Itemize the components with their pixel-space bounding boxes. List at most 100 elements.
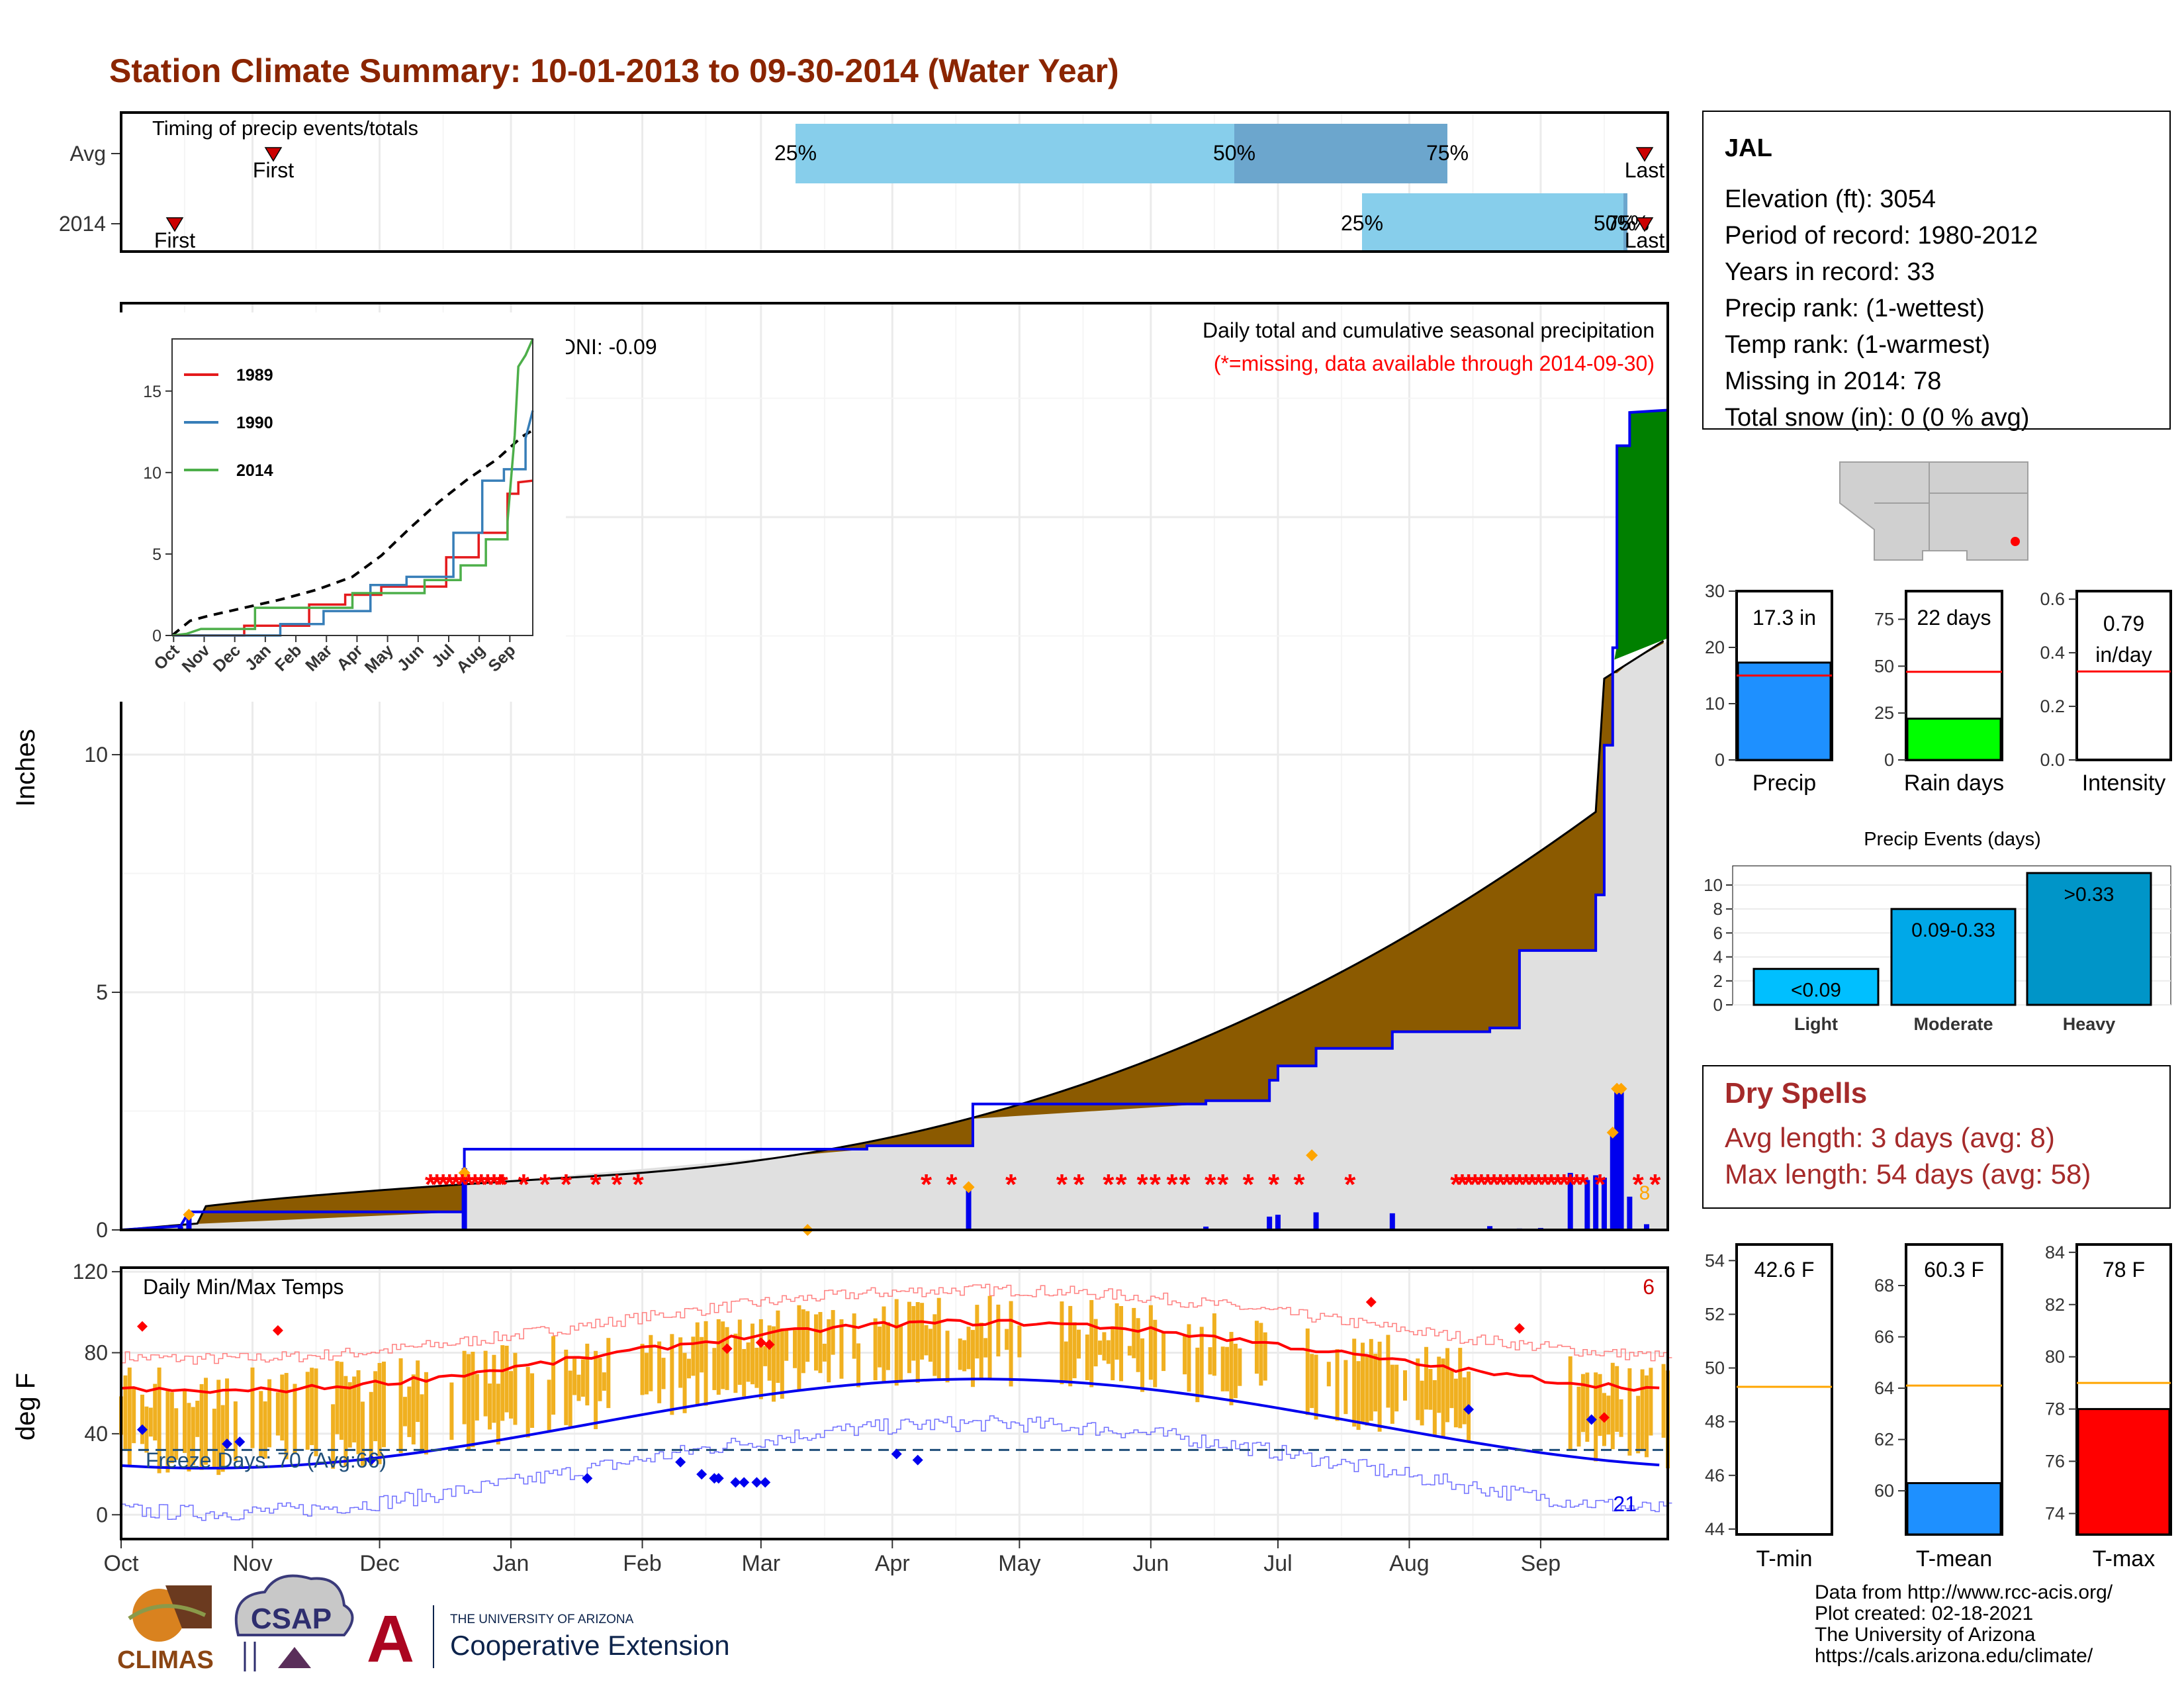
temp-bar-y-tick: 80 (2045, 1347, 2065, 1367)
record-low-marker (760, 1477, 771, 1488)
missing-asterisk: * (1577, 1168, 1589, 1201)
daily-temp-bar (805, 1311, 810, 1362)
summary-y-tick: 20 (1705, 637, 1725, 657)
summary-bar-frame (2075, 590, 2172, 761)
daily-temp-bar (911, 1306, 916, 1361)
missing-asterisk: * (1268, 1168, 1280, 1201)
missing-note: (*=missing, data available through 2014-… (1214, 352, 1655, 375)
missing-asterisk: * (1450, 1168, 1462, 1201)
daily-temp-bar (165, 1390, 170, 1473)
daily-temp-bar (1627, 1368, 1632, 1456)
ua-mark: A (367, 1602, 414, 1676)
avg-first-label: First (253, 158, 294, 182)
summary-panels: JAL Elevation (ft): 3054 Period of record:… (1702, 111, 2172, 1571)
y-tick-label: 0 (96, 1503, 108, 1526)
daily-temp-bar (899, 1325, 903, 1382)
csap-cloud (234, 1574, 354, 1636)
avg-p25: 25% (774, 141, 817, 165)
intensity-diamond (1306, 1149, 1318, 1162)
daily-temp-bar (793, 1330, 797, 1368)
record-min-line (121, 1415, 1672, 1521)
legend-label: 1990 (236, 414, 273, 432)
daily-temp-bar (1580, 1374, 1585, 1432)
summary-y-tick: 0.2 (2040, 696, 2065, 716)
temp-bar-fill (1906, 1481, 2002, 1536)
daily-temp-bar (585, 1343, 590, 1406)
daily-temp-bar (284, 1373, 289, 1460)
daily-temp-bar (936, 1297, 941, 1380)
avg-p50: 50% (1213, 141, 1255, 165)
y-tick-label: 5 (96, 980, 108, 1004)
missing-asterisk: * (1166, 1168, 1178, 1201)
daily-temp-bar (920, 1303, 925, 1360)
ua-logo: A THE UNIVERSITY OF ARIZONA Cooperative Ex… (364, 1602, 730, 1676)
daily-temp-bar (220, 1405, 225, 1472)
y-axis-label: deg F (11, 1373, 40, 1440)
daily-temp-bar (424, 1372, 428, 1455)
daily-temp-bar (1102, 1332, 1107, 1361)
y2014-bar-25-50 (1362, 193, 1623, 252)
temp-bar-y-tick: 84 (2045, 1243, 2065, 1262)
daily-temp-bar (751, 1323, 755, 1385)
x-tick-label: Jul (1263, 1551, 1292, 1576)
daily-temp-bar (928, 1329, 933, 1362)
daily-temp-bar (127, 1367, 132, 1467)
temp-bar-value: 60.3 F (1924, 1258, 1984, 1282)
daily-temp-bar (191, 1407, 195, 1466)
missing-asterisk: * (463, 1168, 475, 1201)
summary-y-tick: 0.6 (2040, 589, 2065, 609)
daily-temp-bar (1606, 1395, 1611, 1435)
temp-bar-label: T-max (2093, 1546, 2155, 1571)
daily-temp-bar (784, 1330, 789, 1361)
daily-temp-bar (467, 1354, 471, 1451)
missing-asterisk: * (1527, 1168, 1539, 1201)
daily-temp-bar (966, 1327, 971, 1370)
missing-asterisk: * (1649, 1168, 1661, 1201)
temp-bar-value: 42.6 F (1754, 1258, 1815, 1282)
daily-temp-bar (801, 1309, 805, 1374)
station-info-line: Years in record: 33 (1725, 258, 1935, 286)
precip-events-y-tick: 10 (1704, 875, 1723, 895)
missing-asterisk: * (450, 1168, 462, 1201)
station-info-line: Temp rank: (1-warmest) (1725, 331, 1990, 359)
normal-min-line (120, 1378, 1660, 1470)
daily-temp-bar (1187, 1324, 1191, 1392)
daily-temp-bar (564, 1349, 569, 1425)
daily-precip-bar (461, 1168, 467, 1230)
daily-temp-bar (1208, 1347, 1212, 1375)
daily-temp-bar (886, 1322, 890, 1370)
precip-event-bar (1890, 908, 2017, 1006)
precip-event-category: Moderate (1913, 1014, 1993, 1034)
record-low-marker (222, 1438, 233, 1450)
daily-temp-bar (275, 1392, 280, 1436)
daily-precip-bar (1618, 1092, 1624, 1230)
daily-temp-bar (183, 1389, 187, 1453)
daily-temp-bar (704, 1321, 708, 1406)
record-low-marker (739, 1477, 750, 1488)
daily-temp-bar (797, 1305, 801, 1391)
daily-temp-bar (153, 1383, 158, 1441)
temp-bar-y-tick: 60 (1874, 1481, 1894, 1501)
dry-spells-title: Dry Spells (1725, 1077, 1867, 1109)
precip-events-y-tick: 0 (1713, 995, 1723, 1015)
daily-temp-bar (945, 1331, 950, 1383)
climas-logo: CLIMAS (117, 1585, 214, 1674)
daily-temp-bar (314, 1368, 318, 1456)
missing-asterisk: * (437, 1168, 449, 1201)
precip-events-title: Precip Events (days) (1864, 829, 2041, 850)
daily-temp-bar (1161, 1332, 1166, 1372)
daily-temp-bar (1326, 1362, 1331, 1387)
oni-label: ONI: -0.09 (559, 335, 657, 359)
y-tick-label: 10 (84, 743, 108, 767)
cold-count: 21 (1613, 1492, 1637, 1516)
daily-temp-bar (1119, 1305, 1124, 1382)
summary-y-tick: 0.4 (2040, 643, 2065, 663)
x-tick-label: Feb (623, 1551, 662, 1576)
record-low-marker (234, 1436, 246, 1448)
missing-asterisk: * (561, 1168, 572, 1201)
daily-temp-bar (513, 1352, 518, 1425)
x-tick-label: Apr (875, 1551, 910, 1576)
y2014-first-label: First (154, 228, 195, 252)
daily-temp-bar (987, 1295, 992, 1380)
daily-temp-bar (504, 1345, 509, 1413)
